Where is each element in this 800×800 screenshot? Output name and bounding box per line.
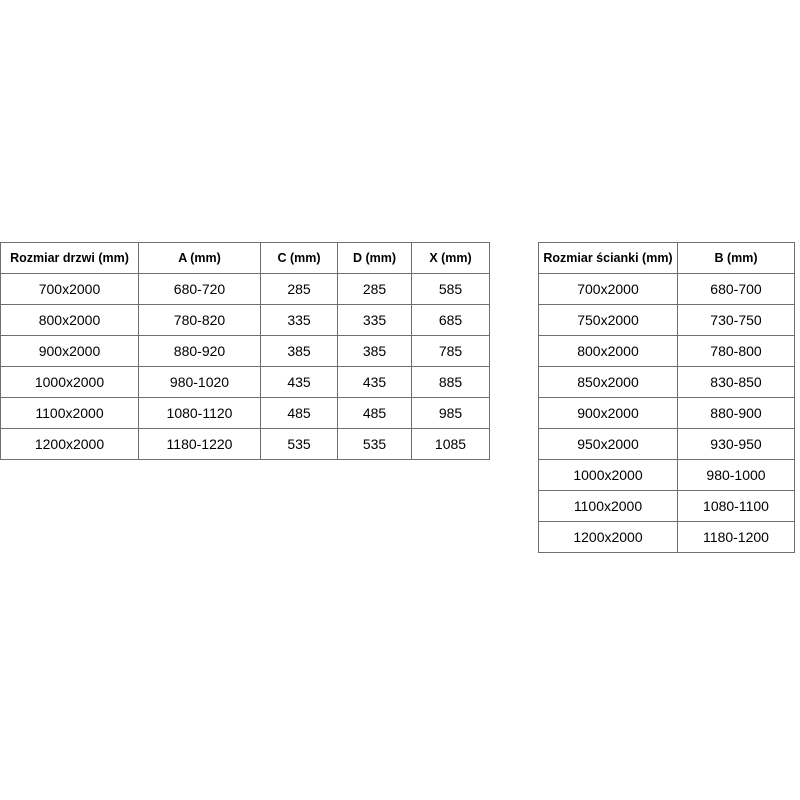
table-cell: 980-1000 bbox=[677, 459, 795, 491]
table-cell: 485 bbox=[337, 397, 412, 429]
table-cell: 750x2000 bbox=[538, 304, 678, 336]
table-cell: 335 bbox=[337, 304, 412, 336]
table-cell: 680-700 bbox=[677, 273, 795, 305]
table-cell: 1100x2000 bbox=[538, 490, 678, 522]
table-row: 900x2000 880-920 385 385 785 bbox=[0, 335, 490, 367]
table-cell: 535 bbox=[260, 428, 338, 460]
table-row: 700x2000 680-720 285 285 585 bbox=[0, 273, 490, 305]
table-cell: 1100x2000 bbox=[0, 397, 139, 429]
door-size-table: Rozmiar drzwi (mm) A (mm) C (mm) D (mm) … bbox=[0, 242, 490, 460]
table-cell: 1080-1100 bbox=[677, 490, 795, 522]
table-row: 750x2000 730-750 bbox=[538, 304, 795, 336]
table-cell: 285 bbox=[337, 273, 412, 305]
table-cell: 680-720 bbox=[138, 273, 261, 305]
table-cell: 885 bbox=[411, 366, 490, 398]
table-row: 800x2000 780-820 335 335 685 bbox=[0, 304, 490, 336]
table-cell: 1085 bbox=[411, 428, 490, 460]
table-cell: 700x2000 bbox=[0, 273, 139, 305]
table-cell: 1180-1200 bbox=[677, 521, 795, 553]
table-cell: 485 bbox=[260, 397, 338, 429]
wall-table-header-row: Rozmiar ścianki (mm) B (mm) bbox=[538, 242, 795, 274]
column-header-x: X (mm) bbox=[411, 242, 490, 274]
table-cell: 830-850 bbox=[677, 366, 795, 398]
door-table-header-row: Rozmiar drzwi (mm) A (mm) C (mm) D (mm) … bbox=[0, 242, 490, 274]
column-header-d: D (mm) bbox=[337, 242, 412, 274]
table-cell: 435 bbox=[260, 366, 338, 398]
table-cell: 930-950 bbox=[677, 428, 795, 460]
table-cell: 335 bbox=[260, 304, 338, 336]
table-cell: 385 bbox=[260, 335, 338, 367]
table-row: 1100x2000 1080-1120 485 485 985 bbox=[0, 397, 490, 429]
table-cell: 880-920 bbox=[138, 335, 261, 367]
table-cell: 585 bbox=[411, 273, 490, 305]
wall-size-table: Rozmiar ścianki (mm) B (mm) 700x2000 680… bbox=[538, 242, 795, 553]
table-cell: 980-1020 bbox=[138, 366, 261, 398]
table-cell: 285 bbox=[260, 273, 338, 305]
table-cell: 900x2000 bbox=[538, 397, 678, 429]
table-cell: 1200x2000 bbox=[538, 521, 678, 553]
table-cell: 535 bbox=[337, 428, 412, 460]
table-cell: 780-800 bbox=[677, 335, 795, 367]
table-row: 850x2000 830-850 bbox=[538, 366, 795, 398]
table-cell: 1200x2000 bbox=[0, 428, 139, 460]
table-row: 700x2000 680-700 bbox=[538, 273, 795, 305]
table-row: 900x2000 880-900 bbox=[538, 397, 795, 429]
column-header-a: A (mm) bbox=[138, 242, 261, 274]
column-header-wall-size: Rozmiar ścianki (mm) bbox=[538, 242, 678, 274]
table-cell: 780-820 bbox=[138, 304, 261, 336]
table-cell: 880-900 bbox=[677, 397, 795, 429]
table-cell: 1000x2000 bbox=[0, 366, 139, 398]
table-row: 1200x2000 1180-1200 bbox=[538, 521, 795, 553]
table-cell: 900x2000 bbox=[0, 335, 139, 367]
table-cell: 800x2000 bbox=[538, 335, 678, 367]
table-row: 1100x2000 1080-1100 bbox=[538, 490, 795, 522]
table-cell: 685 bbox=[411, 304, 490, 336]
table-cell: 1180-1220 bbox=[138, 428, 261, 460]
column-header-door-size: Rozmiar drzwi (mm) bbox=[0, 242, 139, 274]
table-cell: 730-750 bbox=[677, 304, 795, 336]
table-row: 950x2000 930-950 bbox=[538, 428, 795, 460]
column-header-c: C (mm) bbox=[260, 242, 338, 274]
table-cell: 850x2000 bbox=[538, 366, 678, 398]
table-cell: 800x2000 bbox=[0, 304, 139, 336]
table-cell: 1000x2000 bbox=[538, 459, 678, 491]
table-row: 1200x2000 1180-1220 535 535 1085 bbox=[0, 428, 490, 460]
table-cell: 985 bbox=[411, 397, 490, 429]
table-cell: 950x2000 bbox=[538, 428, 678, 460]
table-cell: 435 bbox=[337, 366, 412, 398]
table-row: 1000x2000 980-1020 435 435 885 bbox=[0, 366, 490, 398]
table-cell: 385 bbox=[337, 335, 412, 367]
table-row: 800x2000 780-800 bbox=[538, 335, 795, 367]
table-cell: 700x2000 bbox=[538, 273, 678, 305]
table-cell: 785 bbox=[411, 335, 490, 367]
column-header-b: B (mm) bbox=[677, 242, 795, 274]
table-row: 1000x2000 980-1000 bbox=[538, 459, 795, 491]
table-cell: 1080-1120 bbox=[138, 397, 261, 429]
